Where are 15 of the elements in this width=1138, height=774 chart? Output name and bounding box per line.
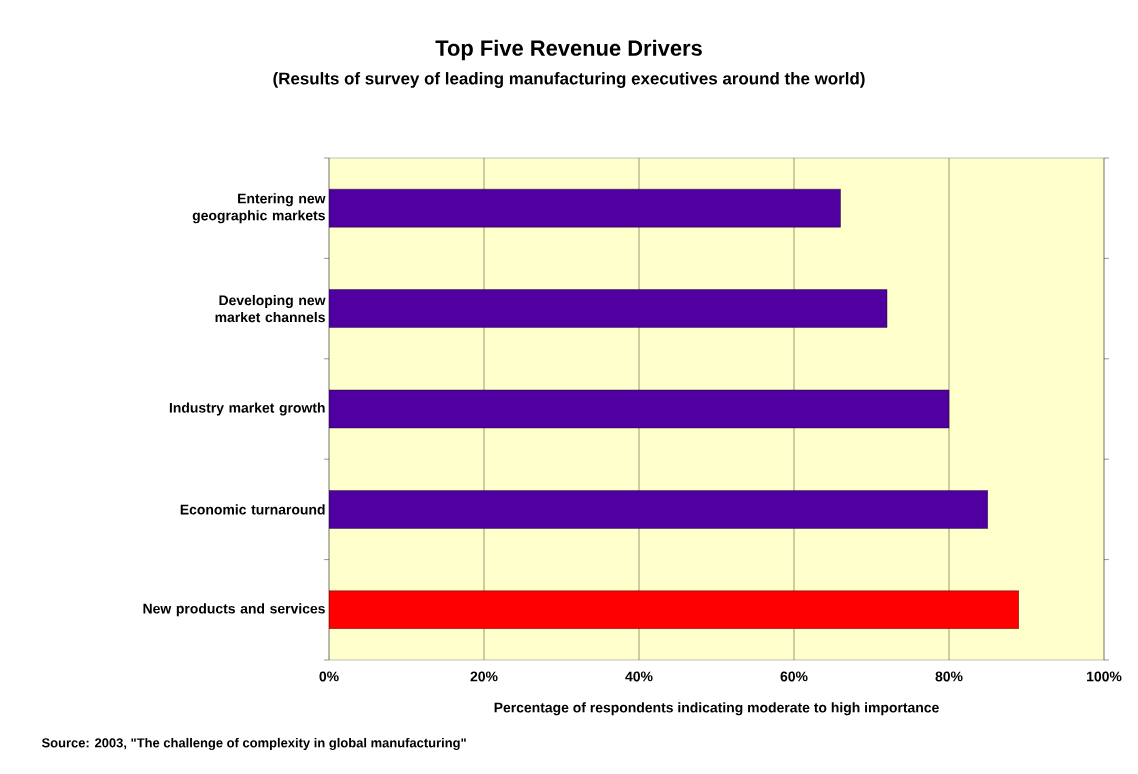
x-tick-label: 20% (470, 671, 498, 682)
x-tick-label: 40% (625, 671, 653, 682)
chart-title: Top Five Revenue Drivers (435, 39, 702, 61)
x-axis-title: Percentage of respondents indicating moderate to high importance (494, 702, 939, 716)
x-tick-label: 0% (319, 671, 339, 682)
y-tick-label: Entering new geographic markets (192, 193, 326, 224)
x-tick-label: 60% (780, 671, 808, 682)
source-note: Source: 2003, "The challenge of complexity in global manufacturing" (41, 737, 466, 751)
y-tick-label: Developing new market channels (215, 295, 326, 323)
y-tick-label: Economic turnaround (180, 504, 325, 515)
y-tick-label: Industry market growth (169, 402, 325, 416)
y-tick-label: New products and services (143, 603, 325, 617)
chart-subtitle: (Results of survey of leading manufacturing executives around the world) (273, 72, 865, 88)
x-tick-label: 80% (935, 671, 963, 682)
x-tick-label: 100% (1087, 671, 1122, 682)
